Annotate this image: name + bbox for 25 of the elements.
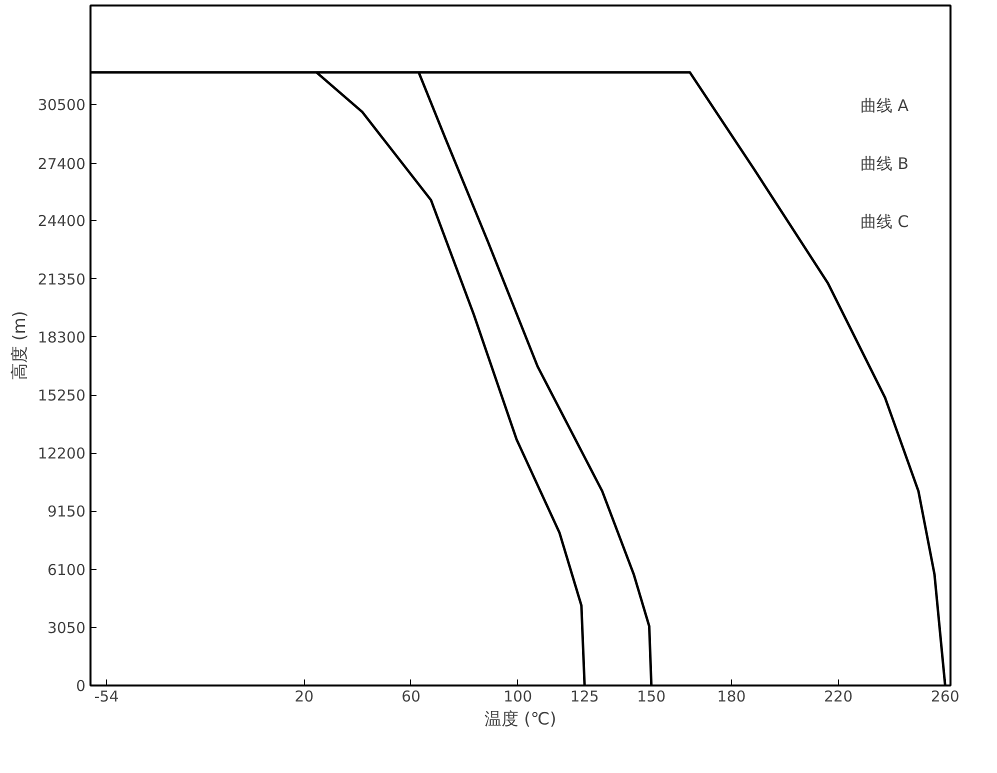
annotation: 曲线 A	[860, 96, 909, 115]
y-tick-label: 6100	[47, 560, 86, 579]
annotation: 曲线 C	[860, 212, 909, 231]
y-axis-title: 高度 (m)	[10, 310, 30, 380]
y-tick-label: 18300	[38, 328, 86, 346]
annotation: 曲线 B	[860, 154, 909, 173]
x-tick-label: 180	[717, 688, 746, 706]
x-tick-label: 20	[294, 688, 314, 706]
x-tick-label: 125	[570, 688, 599, 706]
x-axis-title: 温度 (℃)	[484, 710, 556, 730]
y-tick-label: 21350	[38, 270, 86, 288]
y-tick-label: 27400	[38, 155, 86, 174]
x-tick-label: 60	[401, 688, 421, 706]
x-tick-label: 100	[504, 688, 532, 706]
x-tick-label: 150	[637, 688, 666, 706]
y-tick-label: 0	[76, 677, 86, 695]
x-tick-label: -54	[94, 688, 119, 706]
y-tick-label: 15250	[38, 386, 86, 405]
y-tick-label: 3050	[47, 618, 86, 637]
y-tick-label: 9150	[47, 502, 86, 521]
y-tick-label: 24400	[38, 212, 86, 230]
y-tick-label: 30500	[38, 96, 86, 114]
y-tick-label: 12200	[38, 444, 86, 463]
x-tick-label: 220	[824, 688, 853, 706]
x-tick-label: 260	[930, 688, 960, 706]
